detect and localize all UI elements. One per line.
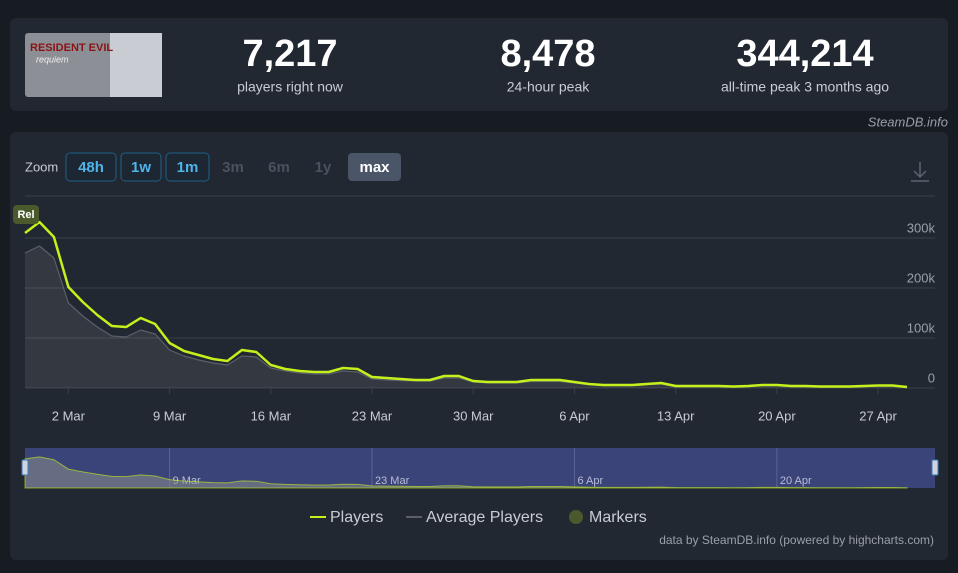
x-tick-label: 23 Mar: [352, 408, 393, 423]
stat-value: 8,478: [500, 33, 595, 75]
x-tick-label: 2 Mar: [52, 408, 86, 423]
y-tick-label: 100k: [907, 320, 936, 335]
average-area: [25, 246, 907, 388]
stat-label: all-time peak 3 months ago: [721, 79, 889, 95]
legend-label[interactable]: Average Players: [426, 509, 543, 526]
x-tick-label: 20 Apr: [758, 408, 796, 423]
marker[interactable]: [13, 205, 39, 224]
stats-card: [10, 18, 948, 111]
navigator-label: 23 Mar: [375, 475, 410, 487]
zoom-button-label[interactable]: 1w: [131, 159, 151, 176]
players-line: [24, 220, 908, 389]
zoom-button-label: 1y: [315, 159, 332, 176]
zoom-button-label[interactable]: 1m: [177, 159, 199, 176]
x-tick-label: 27 Apr: [859, 408, 897, 423]
navigator-handle[interactable]: [21, 459, 29, 476]
plot: 0 100k 200k 300k 2 Mar 9 Mar 16 Mar 23 Mar 30 Ma…: [13, 195, 936, 423]
image-title: RESIDENT EVIL: [30, 42, 113, 54]
y-tick-label: 0: [928, 370, 935, 385]
zoom-button-label[interactable]: max: [359, 159, 390, 176]
zoom-button[interactable]: [165, 152, 210, 182]
image-light: [110, 33, 162, 97]
y-tick-label: 200k: [907, 270, 936, 285]
image-subtitle: requiem: [36, 54, 69, 64]
stat-label: players right now: [237, 79, 344, 95]
navigator-area: [24, 456, 908, 489]
y-tick-label: 300k: [907, 220, 936, 235]
download-icon[interactable]: [911, 162, 929, 182]
stat-value: 344,214: [736, 33, 873, 75]
brand[interactable]: SteamDB.info: [868, 114, 948, 129]
zoom-label: Zoom: [25, 159, 58, 174]
legend: Players Average Players Markers: [310, 509, 647, 526]
zoom-button-label[interactable]: 48h: [78, 159, 104, 176]
zoom-buttons: 48h 1w 1m 3m 6m 1y max: [65, 152, 401, 182]
zoom-button[interactable]: [120, 152, 162, 182]
x-tick-label: 30 Mar: [453, 408, 494, 423]
x-tick-label: 13 Apr: [657, 408, 695, 423]
navigator-handle[interactable]: [931, 459, 939, 476]
navigator-label: 6 Apr: [577, 475, 603, 487]
stat-label: 24-hour peak: [507, 79, 591, 95]
zoom-button[interactable]: [65, 152, 117, 182]
legend-swatch: [569, 510, 583, 524]
navigator-label: 20 Apr: [780, 475, 812, 487]
x-tick-label: 9 Mar: [153, 408, 187, 423]
zoom-button-label: 3m: [222, 159, 244, 176]
zoom-button-label: 6m: [268, 159, 290, 176]
marker-label: Rel: [17, 209, 34, 221]
legend-label[interactable]: Players: [330, 509, 383, 526]
zoom-button[interactable]: [348, 153, 401, 181]
x-tick-label: 6 Apr: [559, 408, 590, 423]
x-tick-label: 16 Mar: [251, 408, 292, 423]
credits[interactable]: data by SteamDB.info (powered by highcha…: [659, 533, 934, 547]
stat-value: 7,217: [242, 33, 337, 75]
legend-label[interactable]: Markers: [589, 509, 647, 526]
